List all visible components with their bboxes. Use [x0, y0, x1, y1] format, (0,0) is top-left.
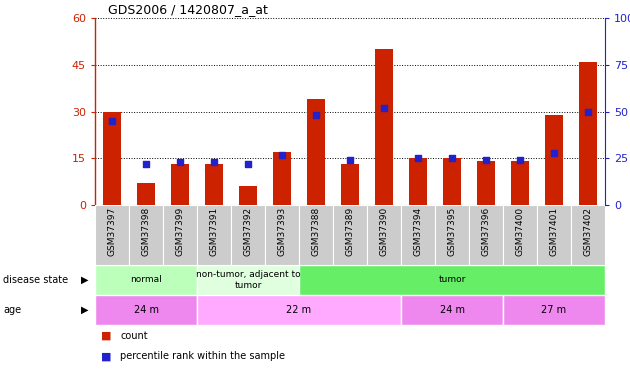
- Text: ▶: ▶: [81, 275, 89, 285]
- Bar: [443, 158, 461, 205]
- Point: [379, 105, 389, 111]
- Point: [277, 152, 287, 157]
- Text: GSM37398: GSM37398: [142, 207, 151, 256]
- Text: ■: ■: [101, 331, 112, 341]
- Text: normal: normal: [130, 276, 162, 285]
- FancyBboxPatch shape: [367, 205, 401, 265]
- FancyBboxPatch shape: [265, 205, 299, 265]
- Point: [515, 157, 525, 163]
- FancyBboxPatch shape: [129, 205, 163, 265]
- Text: percentile rank within the sample: percentile rank within the sample: [120, 351, 285, 361]
- FancyBboxPatch shape: [231, 205, 265, 265]
- FancyBboxPatch shape: [299, 205, 333, 265]
- Bar: [171, 165, 190, 205]
- Point: [141, 161, 151, 167]
- Text: GSM37391: GSM37391: [210, 207, 219, 256]
- Text: 27 m: 27 m: [541, 305, 566, 315]
- FancyBboxPatch shape: [299, 265, 605, 295]
- Bar: [545, 115, 563, 205]
- Text: 24 m: 24 m: [440, 305, 464, 315]
- FancyBboxPatch shape: [95, 205, 129, 265]
- Text: age: age: [3, 305, 21, 315]
- Text: GSM37390: GSM37390: [379, 207, 389, 256]
- Text: GSM37389: GSM37389: [345, 207, 355, 256]
- Point: [209, 159, 219, 165]
- Bar: [239, 186, 257, 205]
- Bar: [578, 62, 597, 205]
- Text: ▶: ▶: [81, 305, 89, 315]
- Text: GSM37400: GSM37400: [515, 207, 525, 256]
- Text: non-tumor, adjacent to
tumor: non-tumor, adjacent to tumor: [196, 270, 301, 290]
- Text: GSM37396: GSM37396: [481, 207, 491, 256]
- Point: [175, 159, 185, 165]
- Bar: [375, 49, 393, 205]
- Text: ■: ■: [101, 351, 112, 361]
- Text: GDS2006 / 1420807_a_at: GDS2006 / 1420807_a_at: [108, 3, 268, 16]
- FancyBboxPatch shape: [197, 265, 299, 295]
- Text: GSM37388: GSM37388: [311, 207, 321, 256]
- Point: [413, 155, 423, 161]
- FancyBboxPatch shape: [571, 205, 605, 265]
- Bar: [307, 99, 325, 205]
- Bar: [477, 161, 495, 205]
- Text: GSM37393: GSM37393: [277, 207, 287, 256]
- Text: 24 m: 24 m: [134, 305, 159, 315]
- Bar: [137, 183, 156, 205]
- Text: tumor: tumor: [438, 276, 466, 285]
- FancyBboxPatch shape: [435, 205, 469, 265]
- FancyBboxPatch shape: [197, 295, 401, 325]
- Bar: [409, 158, 427, 205]
- Text: GSM37392: GSM37392: [244, 207, 253, 256]
- Point: [481, 157, 491, 163]
- Point: [345, 157, 355, 163]
- FancyBboxPatch shape: [503, 295, 605, 325]
- Point: [549, 150, 559, 156]
- Text: GSM37402: GSM37402: [583, 207, 592, 256]
- Bar: [205, 165, 224, 205]
- FancyBboxPatch shape: [401, 295, 503, 325]
- Text: count: count: [120, 331, 148, 341]
- FancyBboxPatch shape: [469, 205, 503, 265]
- Point: [447, 155, 457, 161]
- Bar: [341, 165, 359, 205]
- FancyBboxPatch shape: [333, 205, 367, 265]
- Point: [311, 112, 321, 118]
- Bar: [103, 111, 122, 205]
- Bar: [511, 161, 529, 205]
- Text: disease state: disease state: [3, 275, 68, 285]
- Text: GSM37397: GSM37397: [108, 207, 117, 256]
- FancyBboxPatch shape: [401, 205, 435, 265]
- Text: GSM37395: GSM37395: [447, 207, 457, 256]
- FancyBboxPatch shape: [95, 265, 197, 295]
- Text: GSM37401: GSM37401: [549, 207, 559, 256]
- FancyBboxPatch shape: [163, 205, 197, 265]
- Bar: [273, 152, 291, 205]
- FancyBboxPatch shape: [537, 205, 571, 265]
- FancyBboxPatch shape: [197, 205, 231, 265]
- Text: GSM37399: GSM37399: [176, 207, 185, 256]
- FancyBboxPatch shape: [95, 295, 197, 325]
- Text: 22 m: 22 m: [287, 305, 312, 315]
- Point: [583, 108, 593, 114]
- Text: GSM37394: GSM37394: [413, 207, 423, 256]
- Point: [243, 161, 253, 167]
- Point: [107, 118, 117, 124]
- FancyBboxPatch shape: [503, 205, 537, 265]
